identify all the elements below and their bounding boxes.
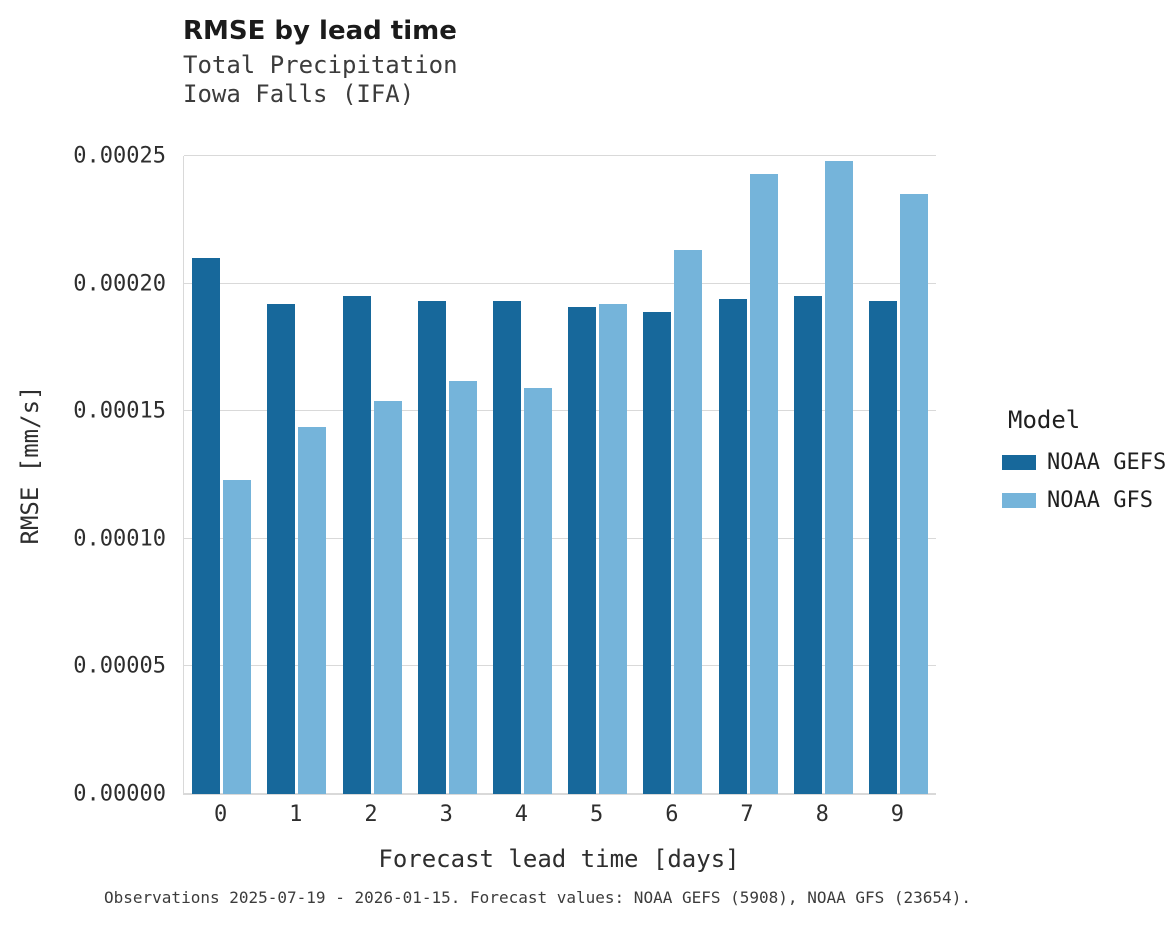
y-tick-label: 0.00005	[73, 653, 166, 679]
bar-group	[184, 156, 259, 794]
chart-subtitle-station: Iowa Falls (IFA)	[183, 80, 415, 108]
chart-title: RMSE by lead time	[183, 16, 457, 46]
bar-noaa-gefs	[868, 301, 897, 794]
bar-noaa-gfs	[523, 388, 552, 794]
bar-noaa-gfs	[824, 161, 853, 794]
plot-area	[183, 155, 936, 795]
y-axis-ticks: 0.00000 0.00005 0.00010 0.00015 0.00020 0.000…	[36, 144, 166, 807]
bar-group	[485, 156, 560, 794]
bar-noaa-gfs	[599, 304, 628, 794]
legend-item: NOAA GEFS	[1002, 450, 1166, 475]
bar-group	[334, 156, 409, 794]
x-tick-label: 2	[364, 802, 378, 827]
x-tick-label: 7	[740, 802, 754, 827]
gridline	[184, 155, 936, 156]
y-tick-label: 0.00020	[73, 271, 166, 297]
bar-group	[560, 156, 635, 794]
y-tick-label: 0.00025	[73, 143, 166, 169]
legend-title: Model	[1008, 406, 1081, 434]
legend-swatch	[1002, 493, 1036, 508]
legend-item: NOAA GFS	[1002, 488, 1166, 513]
legend-items: NOAA GEFS NOAA GFS	[1002, 450, 1166, 513]
x-tick-label: 9	[890, 802, 905, 827]
bar-noaa-gfs	[223, 480, 252, 794]
bar-groups	[184, 156, 936, 794]
bar-noaa-gefs	[417, 301, 446, 794]
bar-group	[786, 156, 861, 794]
bar-group	[710, 156, 785, 794]
x-tick-label: 6	[665, 802, 679, 827]
caption: Observations 2025-07-19 - 2026-01-15. Fo…	[104, 888, 971, 907]
bar-noaa-gefs	[643, 311, 672, 794]
gridline	[184, 410, 936, 412]
gridline	[184, 793, 936, 794]
x-tick-label: 0	[213, 802, 228, 827]
legend-swatch	[1002, 455, 1036, 470]
bar-group	[259, 156, 334, 794]
bar-noaa-gfs	[899, 194, 928, 794]
x-axis-title: Forecast lead time [days]	[378, 845, 740, 873]
bar-noaa-gefs	[342, 296, 371, 794]
y-tick-label: 0.00000	[73, 781, 166, 807]
legend-label: NOAA GFS	[1047, 488, 1153, 513]
bar-group	[410, 156, 485, 794]
bar-noaa-gefs	[718, 298, 747, 794]
bar-noaa-gfs	[373, 401, 402, 794]
bar-noaa-gfs	[298, 426, 327, 794]
x-tick-label: 4	[514, 802, 529, 827]
x-tick-label: 1	[289, 802, 303, 827]
bar-noaa-gefs	[192, 258, 221, 794]
gridline	[184, 282, 936, 284]
x-axis-ticks: 0 1 2 3 4 5 6 7 8 9	[183, 802, 935, 827]
y-tick-label: 0.00010	[73, 526, 166, 552]
bar-noaa-gfs	[749, 173, 778, 794]
bar-group	[635, 156, 710, 794]
gridline	[184, 537, 936, 539]
x-tick-label: 3	[439, 802, 453, 827]
bar-noaa-gfs	[674, 250, 703, 794]
y-tick-label: 0.00015	[73, 398, 166, 424]
bar-noaa-gfs	[448, 380, 477, 794]
bar-group	[861, 156, 936, 794]
bar-noaa-gefs	[492, 301, 521, 794]
legend-label: NOAA GEFS	[1047, 450, 1167, 475]
legend: Model NOAA GEFS NOAA GFS	[1002, 406, 1166, 526]
x-tick-label: 5	[589, 802, 604, 827]
chart-subtitle-variable: Total Precipitation	[183, 51, 458, 79]
x-tick-label: 8	[815, 802, 829, 827]
bar-noaa-gefs	[568, 306, 597, 794]
bar-noaa-gefs	[793, 296, 822, 794]
bar-noaa-gefs	[267, 304, 296, 794]
gridline	[184, 665, 936, 667]
